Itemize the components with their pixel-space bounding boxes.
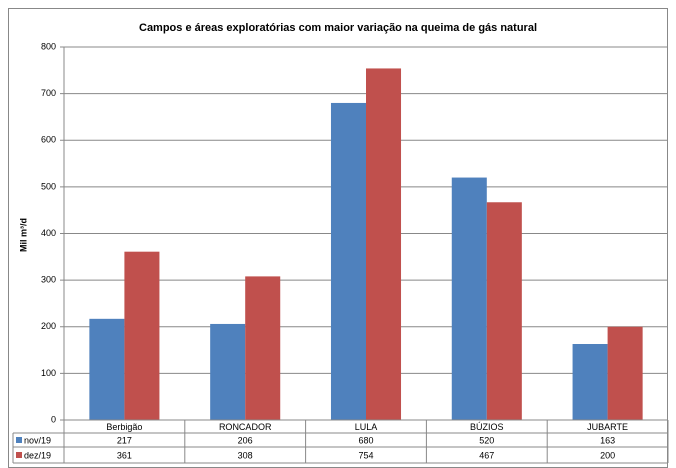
table-cell: 520 [479, 435, 494, 445]
table-cell: 467 [479, 450, 494, 460]
table-cell: 200 [600, 450, 615, 460]
table-cell: 754 [358, 450, 373, 460]
bar [572, 344, 608, 420]
x-tick-label: BÚZIOS [470, 422, 504, 432]
bar [124, 251, 160, 420]
bar [486, 202, 522, 420]
bar [451, 177, 487, 420]
y-tick-label: 700 [41, 88, 56, 98]
table-cell: 217 [117, 435, 132, 445]
legend-swatch [16, 437, 22, 443]
y-tick-label: 600 [41, 135, 56, 145]
y-tick-label: 0 [51, 414, 56, 424]
x-tick-label: Berbigão [106, 422, 142, 432]
table-cell: 308 [238, 450, 253, 460]
bar [607, 326, 643, 420]
y-tick-label: 800 [41, 41, 56, 51]
y-axis-label: Mil m³/d [18, 218, 28, 252]
x-tick-label: RONCADOR [219, 422, 272, 432]
legend-label: dez/19 [24, 450, 51, 460]
table-cell: 680 [358, 435, 373, 445]
bar [366, 68, 402, 420]
legend-label: nov/19 [24, 435, 51, 445]
y-tick-label: 200 [41, 321, 56, 331]
x-tick-label: LULA [355, 422, 378, 432]
legend-swatch [16, 452, 22, 458]
y-tick-label: 300 [41, 275, 56, 285]
chart-title: Campos e áreas exploratórias com maior v… [139, 22, 537, 34]
bar [89, 318, 125, 420]
table-cell: 206 [238, 435, 253, 445]
table-cell: 163 [600, 435, 615, 445]
bar [210, 323, 246, 420]
bar [330, 102, 366, 420]
x-tick-label: JUBARTE [587, 422, 628, 432]
y-tick-label: 500 [41, 181, 56, 191]
y-tick-label: 100 [41, 368, 56, 378]
y-tick-label: 400 [41, 228, 56, 238]
bar [245, 276, 281, 420]
table-cell: 361 [117, 450, 132, 460]
